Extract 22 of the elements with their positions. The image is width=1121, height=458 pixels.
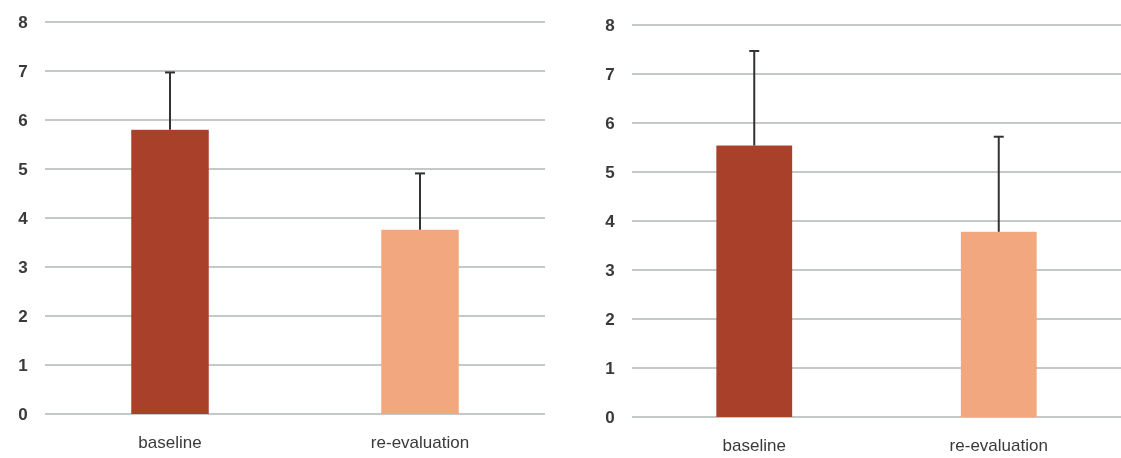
y-tick-label: 0	[605, 407, 615, 427]
x-tick-label: re-evaluation	[949, 436, 1048, 455]
y-tick-label: 2	[605, 309, 615, 329]
y-tick-label: 6	[605, 113, 615, 133]
y-tick-label: 7	[18, 61, 28, 81]
y-tick-label: 1	[605, 358, 615, 378]
x-tick-label: re-evaluation	[370, 433, 470, 452]
y-tick-label: 7	[605, 64, 615, 84]
y-tick-label: 1	[18, 355, 28, 375]
y-tick-label: 8	[605, 15, 615, 35]
y-tick-label: 4	[18, 208, 29, 228]
y-tick-label: 3	[605, 260, 615, 280]
y-tick-label: 0	[18, 404, 28, 424]
x-tick-label: baseline	[722, 436, 786, 455]
y-tick-label: 2	[18, 306, 28, 326]
x-tick-label: baseline	[138, 433, 202, 452]
y-tick-label: 8	[18, 12, 28, 32]
y-tick-label: 6	[18, 110, 28, 130]
y-tick-label: 5	[605, 162, 615, 182]
y-tick-label: 4	[605, 211, 616, 231]
y-tick-label: 5	[18, 159, 28, 179]
y-tick-label: 3	[18, 257, 28, 277]
